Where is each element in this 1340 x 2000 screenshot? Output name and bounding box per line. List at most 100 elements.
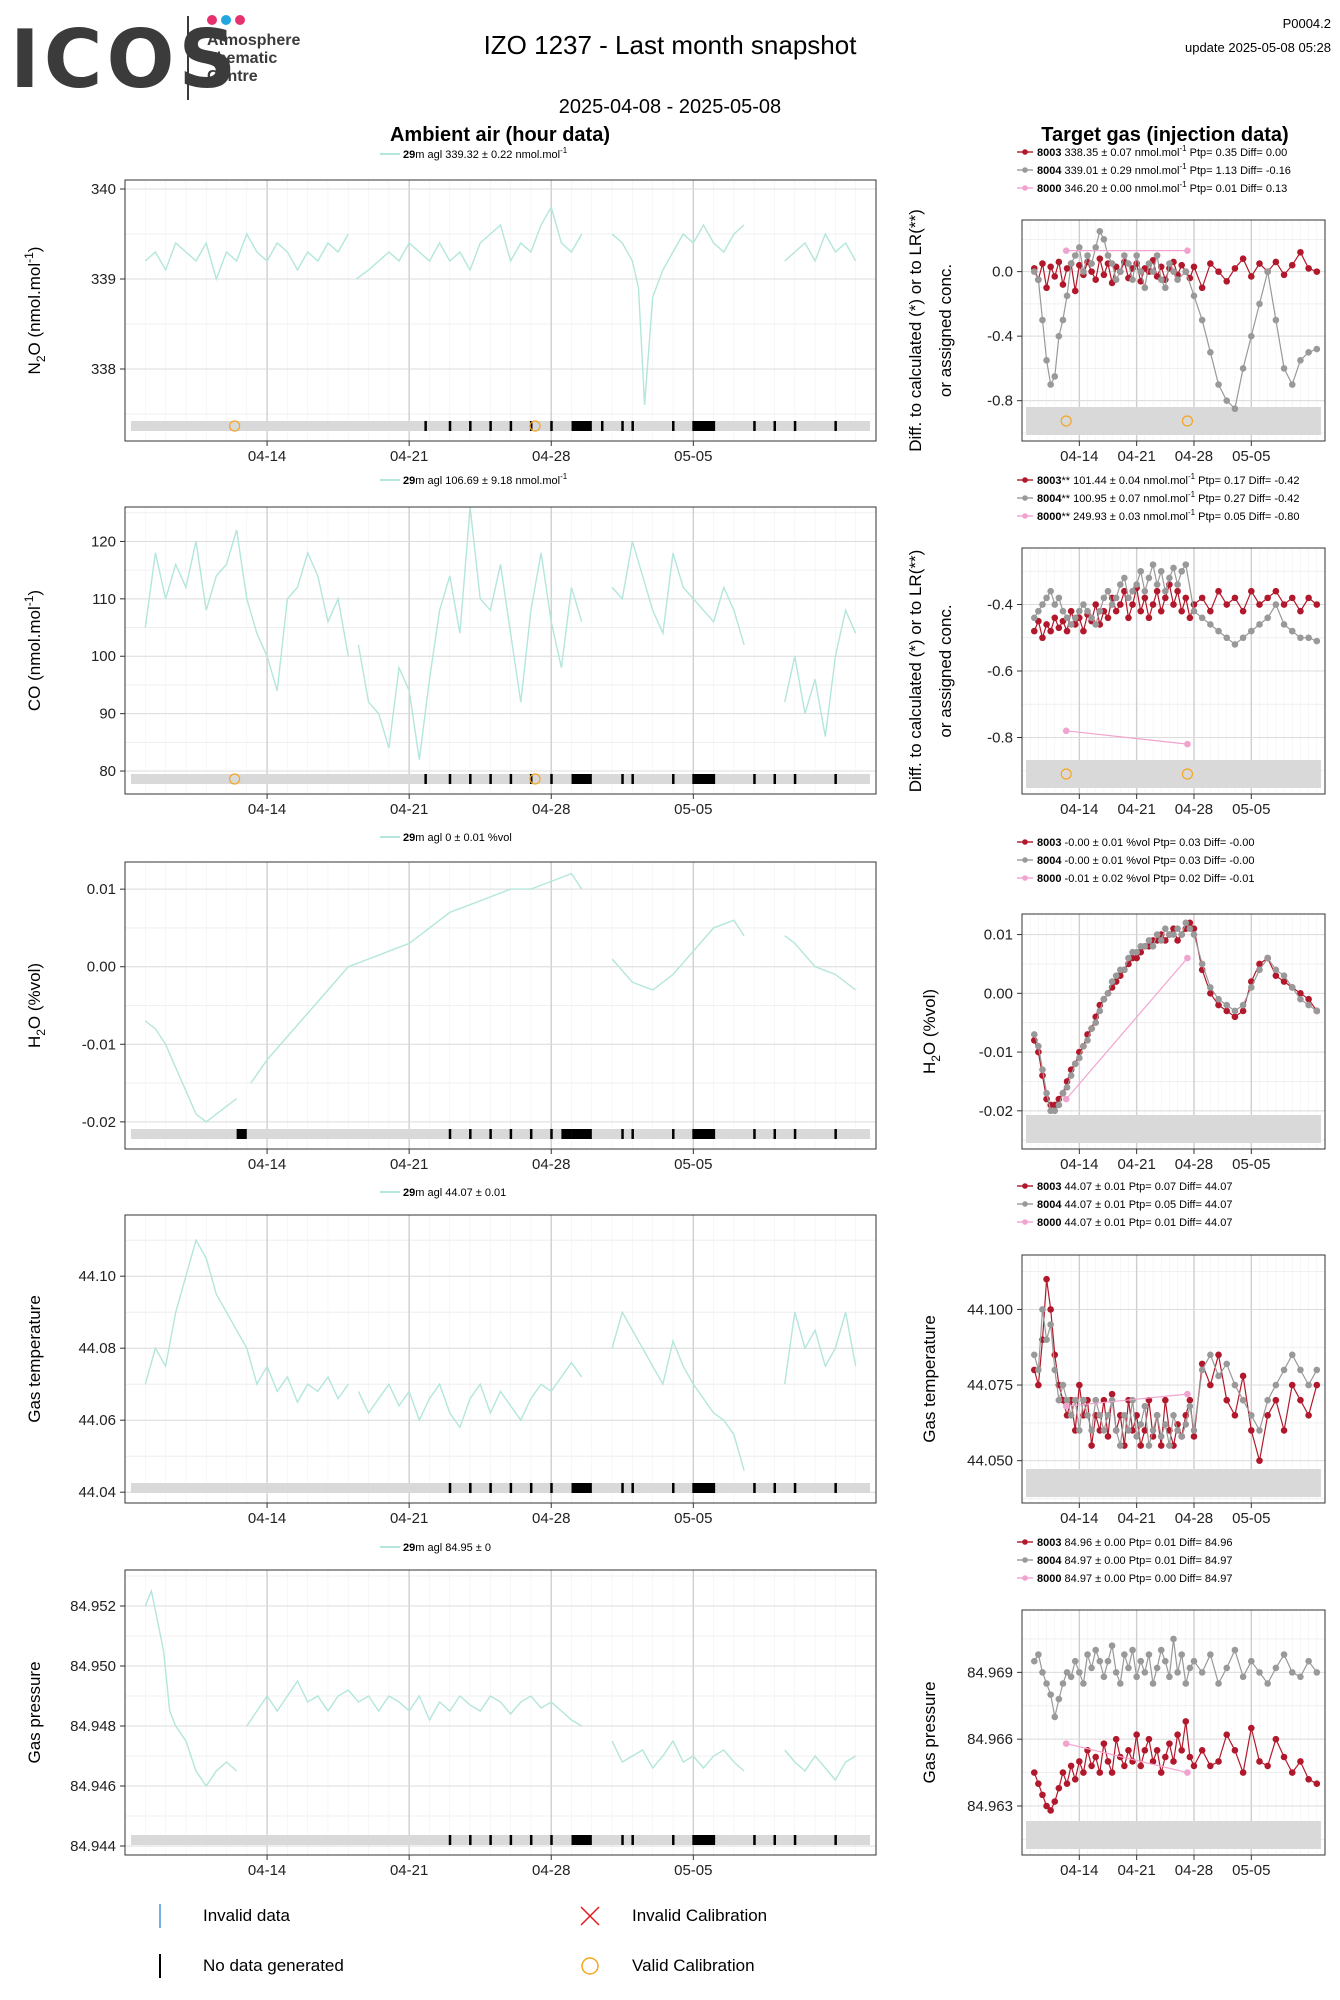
target-xtick-label-3: 04-21	[1117, 1510, 1155, 1527]
ambient-nodata-tick-4	[631, 1835, 634, 1845]
target-flag-band-3	[1026, 1469, 1321, 1497]
ambient-ytick-label-0: 339	[91, 271, 116, 288]
target-series-8004-point-1	[1313, 637, 1321, 645]
target-legend-sup: -1	[1188, 472, 1196, 481]
ambient-nodata-tick-4	[550, 1835, 553, 1845]
ylabel-rest: O (%vol)	[25, 963, 44, 1029]
target-series-8004-point-4	[1170, 1635, 1177, 1643]
target-series-8003-point-1	[1092, 601, 1100, 608]
ambient-xtick-label-2: 04-21	[390, 1156, 428, 1173]
target-series-8003-point-4	[1039, 1791, 1046, 1799]
logo-divider	[187, 16, 189, 100]
target-series-8004-point-1	[1112, 594, 1120, 602]
ambient-nodata-tick-4	[489, 1835, 492, 1845]
target-legend-value: 84.96 ± 0.00	[1061, 1537, 1125, 1549]
valid-cal-icon	[581, 1957, 599, 1975]
target-series-8004-point-4	[1239, 1673, 1247, 1681]
target-legend-dot-3	[1022, 1183, 1028, 1189]
ambient-nodata-tick-3	[469, 1483, 472, 1493]
target-ylabel-second-1: or assigned conc.	[936, 604, 955, 737]
target-series-8003-point-4	[1256, 1758, 1263, 1765]
ambient-nodata-tick-1	[489, 774, 492, 784]
target-series-8004-point-1	[1076, 607, 1083, 615]
target-series-8004-point-2	[1100, 995, 1108, 1003]
ambient-valid-cal-0	[529, 420, 541, 432]
target-legend-text-1: 8000** 249.93 ± 0.03 nmol.mol-1 Ptp= 0.0…	[1037, 508, 1299, 523]
target-series-8004-point-3	[1256, 1427, 1263, 1434]
ambient-nodata-tick-1	[631, 774, 634, 784]
target-legend-dot-1	[1022, 495, 1028, 501]
target-series-8003-point-1	[1288, 594, 1296, 602]
ambient-nodata-tick-1	[793, 774, 797, 784]
target-ytick-label-4: 84.963	[967, 1798, 1013, 1815]
target-series-8004-point-2	[1256, 966, 1263, 974]
ambient-panel-0: 04-14 04-21 04-28 05-05 338 339 340 29m agl 339…	[22, 146, 877, 465]
target-series-8004-point-4	[1096, 1657, 1104, 1665]
target-flag-band-1	[1026, 760, 1321, 788]
target-series-8004-point-4	[1288, 1669, 1296, 1676]
target-series-8004-point-1	[1264, 614, 1271, 622]
ambient-ytick-label-2: -0.02	[82, 1114, 116, 1131]
target-series-8004-point-1	[1104, 587, 1112, 595]
target-series-8004-point-4	[1215, 1680, 1222, 1687]
target-xtick-label-4: 04-28	[1175, 1862, 1213, 1879]
bottom-legend: Invalid data No data generated Invalid C…	[0, 1890, 1340, 2000]
target-series-8004-point-0	[1215, 381, 1222, 388]
invalid-data-icon	[159, 1904, 161, 1928]
ambient-column-title: Ambient air (hour data)	[389, 124, 610, 146]
target-series-8004-point-0	[1264, 268, 1271, 275]
target-series-8003-point-3	[1305, 1411, 1312, 1419]
ambient-nodata-tick-0	[712, 421, 716, 431]
target-series-8003-point-1	[1223, 601, 1231, 608]
target-series-8004-point-0	[1137, 268, 1145, 275]
target-legend-tank: 8000	[1037, 183, 1061, 195]
target-series-8004-point-1	[1121, 574, 1128, 582]
ambient-legend-value: m agl 106.69 ± 9.18 nmol.mol	[415, 475, 560, 487]
target-plot-bg-2	[1022, 914, 1325, 1149]
target-series-8003-point-1	[1063, 627, 1071, 635]
ambient-nodata-block-1	[693, 774, 714, 784]
ambient-ylabel-3: Gas temperature	[25, 1295, 44, 1423]
target-series-8004-point-0	[1121, 252, 1128, 259]
target-series-8004-point-2	[1141, 943, 1149, 950]
target-series-8004-point-1	[1039, 601, 1046, 608]
target-series-8004-point-4	[1141, 1669, 1149, 1676]
target-series-8004-point-0	[1100, 236, 1108, 243]
target-series-8004-point-2	[1207, 984, 1214, 991]
ambient-series-4-2	[611, 1739, 745, 1772]
target-series-8004-point-1	[1149, 561, 1157, 568]
target-series-8004-point-0	[1129, 276, 1136, 283]
target-series-8004-point-1	[1063, 614, 1071, 622]
target-series-8004-point-4	[1145, 1651, 1153, 1658]
ambient-nodata-tick-2	[550, 1129, 553, 1139]
ambient-nodata-tick-1	[834, 774, 837, 784]
target-series-8004-point-3	[1137, 1421, 1145, 1428]
ambient-nodata-tick-0	[672, 421, 675, 431]
target-series-8004-point-1	[1247, 627, 1255, 635]
target-series-8004-point-3	[1272, 1381, 1280, 1389]
target-series-8003-point-1	[1039, 634, 1046, 642]
target-series-8004-point-0	[1035, 276, 1042, 283]
target-legend-text-2: 8003 -0.00 ± 0.01 %vol Ptp= 0.03 Diff= -…	[1037, 837, 1254, 849]
target-series-8004-point-3	[1035, 1366, 1042, 1374]
target-series-8003-point-4	[1137, 1762, 1145, 1770]
target-ytick-label-2: -0.02	[979, 1103, 1013, 1120]
target-ylabel-3: Gas temperature	[920, 1315, 939, 1443]
target-series-8003-point-1	[1178, 607, 1185, 615]
target-series-8004-point-0	[1256, 300, 1263, 308]
ambient-flag-band-2	[131, 1129, 870, 1139]
target-series-8004-point-0	[1112, 276, 1120, 283]
ambient-legend-value: m agl 84.95 ± 0	[415, 1542, 491, 1554]
target-series-8004-point-0	[1198, 316, 1206, 324]
target-xtick-label-1: 04-28	[1175, 801, 1213, 818]
target-legend-value: 84.97 ± 0.00	[1061, 1555, 1125, 1567]
ambient-legend-sup: -1	[560, 146, 568, 155]
target-ytick-label-3: 44.075	[967, 1377, 1013, 1394]
ambient-legend-height: 29	[403, 475, 415, 487]
target-series-8004-point-2	[1043, 1089, 1050, 1097]
ambient-ytick-label-2: -0.01	[82, 1036, 116, 1053]
ambient-panel-1: 04-14 04-21 04-28 05-05 80 90 100 110 120 29m agl…	[22, 472, 877, 818]
target-legend-rest: Ptp= 0.00 Diff= 84.97	[1126, 1573, 1233, 1585]
target-series-8004-point-0	[1063, 292, 1071, 300]
target-xtick-label-1: 04-21	[1117, 801, 1155, 818]
